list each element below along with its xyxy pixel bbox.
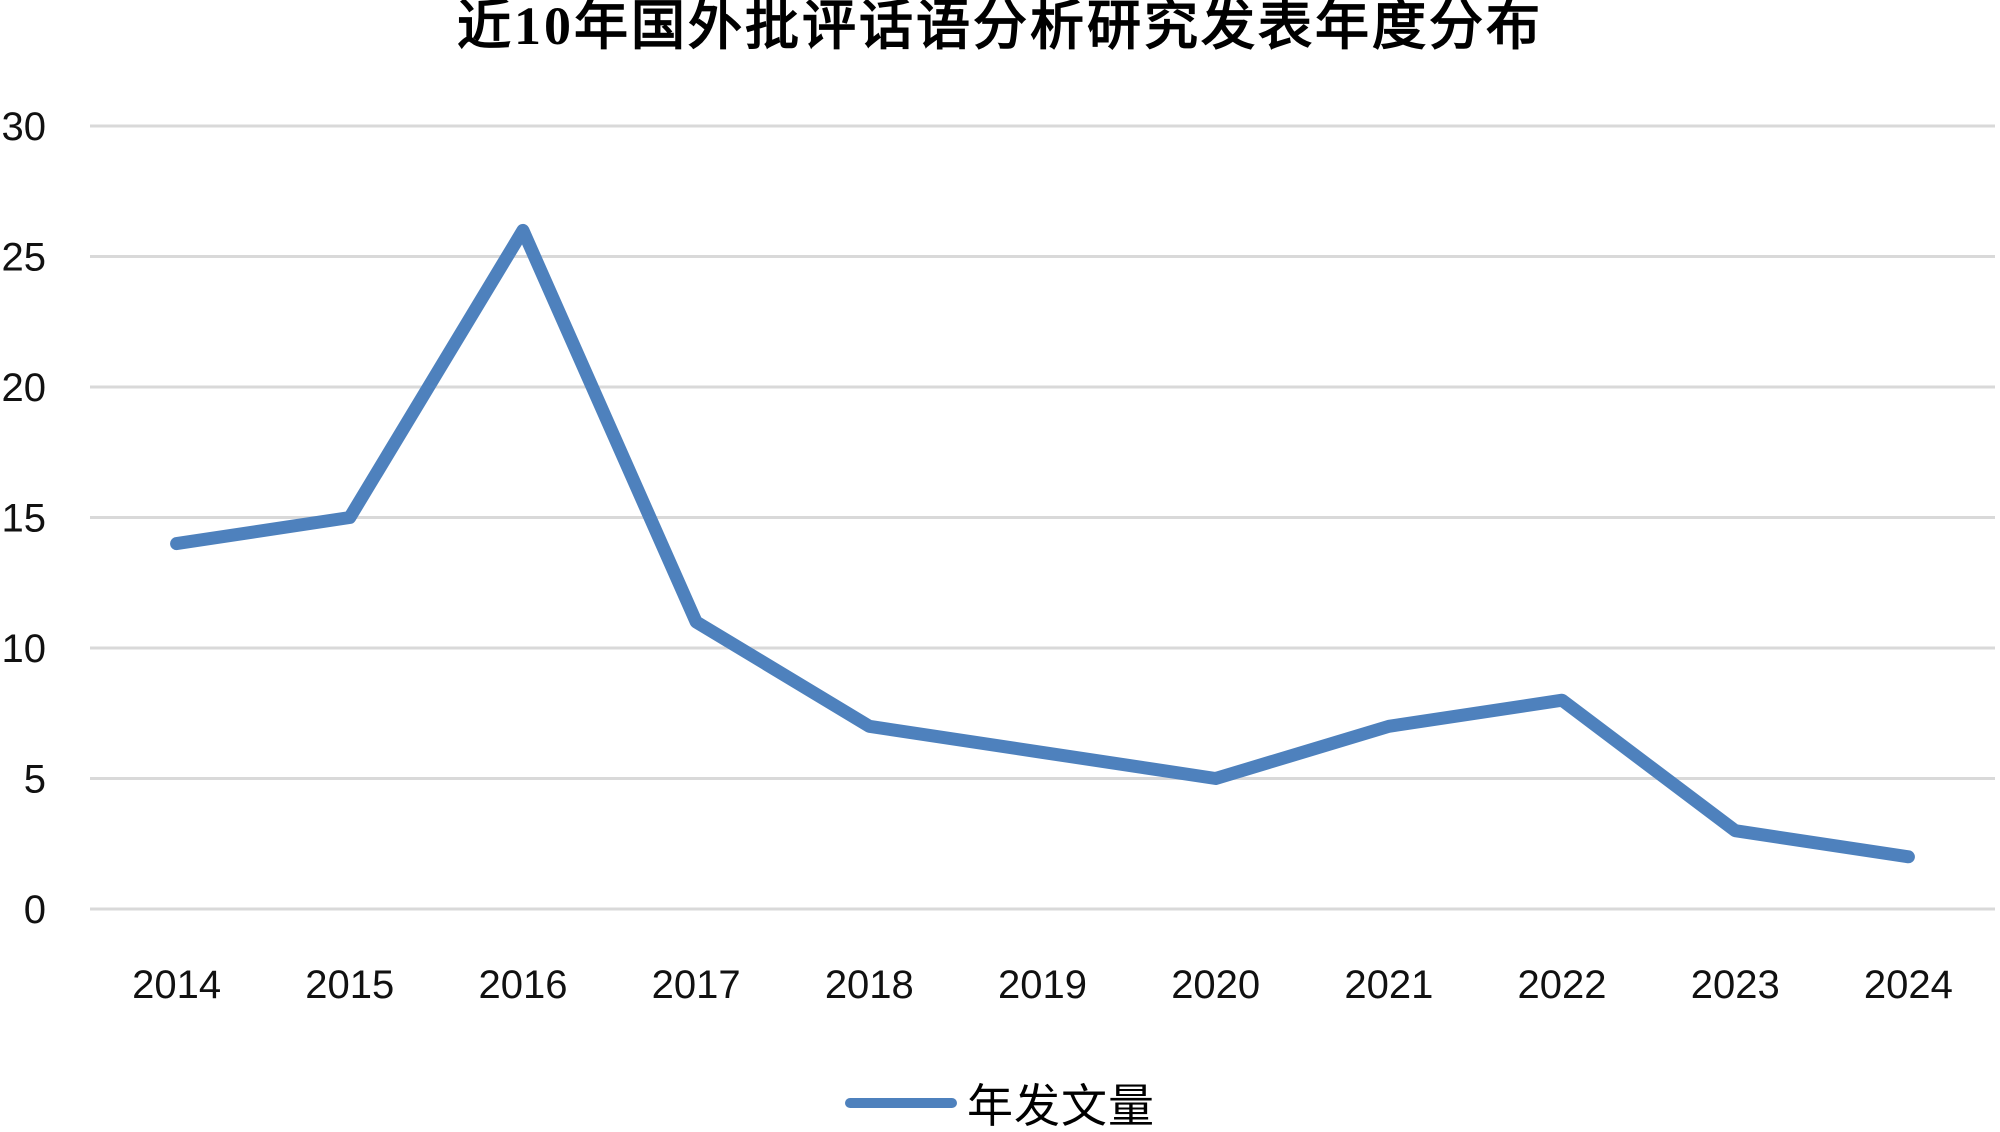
- y-tick-label: 5: [24, 758, 46, 802]
- legend: 年发文量: [0, 1074, 2000, 1132]
- legend-line-swatch: [845, 1098, 957, 1108]
- x-tick-label: 2015: [305, 963, 394, 1007]
- x-tick-label: 2014: [132, 963, 221, 1007]
- x-tick-label: 2019: [998, 963, 1087, 1007]
- y-tick-label: 10: [2, 627, 47, 671]
- y-tick-label: 20: [2, 366, 47, 410]
- chart-title: 近10年国外批评话语分析研究发表年度分布: [457, 0, 1543, 56]
- x-tick-label: 2022: [1518, 963, 1607, 1007]
- x-tick-label: 2023: [1691, 963, 1780, 1007]
- x-tick-label: 2021: [1344, 963, 1433, 1007]
- y-tick-label: 25: [2, 236, 47, 280]
- x-tick-label: 2016: [478, 963, 567, 1007]
- x-tick-label: 2017: [652, 963, 741, 1007]
- x-tick-label: 2020: [1171, 963, 1260, 1007]
- data-line-年发文量: [170, 223, 1915, 864]
- y-tick-label: 0: [24, 888, 46, 932]
- y-tick-label: 30: [2, 105, 47, 149]
- y-tick-label: 15: [2, 497, 47, 541]
- x-tick-label: 2024: [1864, 963, 1953, 1007]
- legend-label: 年发文量: [967, 1081, 1155, 1132]
- x-tick-label: 2018: [825, 963, 914, 1007]
